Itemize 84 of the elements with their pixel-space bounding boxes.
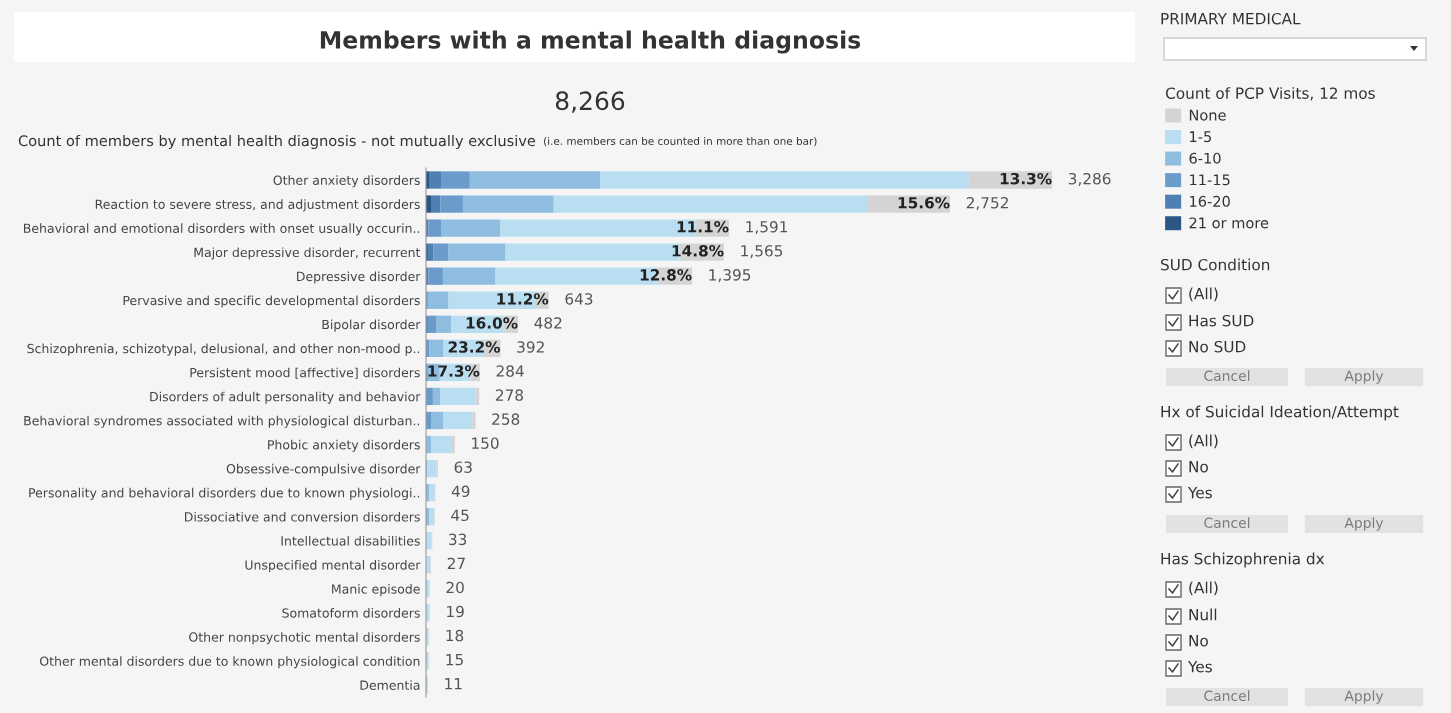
annotation: 2,752 xyxy=(966,196,1008,211)
y-tick-label: Unspecified mental disorder xyxy=(245,560,421,573)
annotation: 11.1% xyxy=(677,220,729,233)
y-tick-label: Disorders of adult personality and behavior xyxy=(150,391,421,404)
annotation: 11.2% xyxy=(497,293,549,305)
annotation: 27 xyxy=(447,557,465,569)
text: Cancel xyxy=(1204,370,1250,382)
annotation: 20 xyxy=(446,581,464,594)
y-tick-label: Behavioral and emotional disorders with onset usually occurin.. xyxy=(24,223,420,236)
y-tick-label: Manic episode xyxy=(332,584,420,597)
legend-label: 21 or more xyxy=(1189,217,1269,229)
y-tick-label: Persistent mood [affective] disorders xyxy=(190,367,420,379)
y-tick-label: Dissociative and conversion disorders xyxy=(185,511,420,522)
annotation: 258 xyxy=(492,413,520,425)
annotation: 278 xyxy=(495,389,523,401)
y-tick-label: Behavioral syndromes associated with physiological disturban.. xyxy=(24,415,420,428)
y-tick-label: Other nonpsychotic mental disorders xyxy=(189,632,420,645)
text: (All) xyxy=(1189,581,1218,596)
annotation: 482 xyxy=(534,317,562,329)
y-tick-label: Other anxiety disorders xyxy=(273,175,420,188)
legend-label: 6-10 xyxy=(1189,152,1221,164)
text: Has Schizophrenia dx xyxy=(1161,552,1325,568)
annotation: 16.0% xyxy=(466,317,518,329)
y-tick-label: Intellectual disabilities xyxy=(281,535,420,546)
annotation: 643 xyxy=(565,293,593,305)
text: Has SUD xyxy=(1189,314,1254,327)
annotation: 18 xyxy=(446,629,464,642)
text: Count of members by mental health diagnosis - not mutually exclusive xyxy=(18,134,536,150)
text: Apply xyxy=(1344,690,1384,704)
annotation: 23.2% xyxy=(448,341,501,353)
y-tick-label: Schizophrenia, schizotypal, delusional, and other non-mood p.. xyxy=(27,343,420,356)
text: PRIMARY MEDICAL xyxy=(1161,12,1301,25)
text: Apply xyxy=(1344,517,1384,531)
y-tick-label: Depressive disorder xyxy=(297,271,421,284)
annotation: 33 xyxy=(449,533,467,546)
text: Yes xyxy=(1187,661,1212,673)
legend-label: 16-20 xyxy=(1190,195,1230,207)
y-tick-label: Other mental disorders due to known physiological condition xyxy=(39,656,420,669)
text: 8,266 xyxy=(555,91,625,113)
legend-label: 1-5 xyxy=(1190,131,1211,143)
chart-title: Members with a mental health diagnosis xyxy=(320,30,861,54)
text: (i.e. members can be counted in more than one bar) xyxy=(544,136,817,147)
text: Hx of Suicidal Ideation/Attempt xyxy=(1161,405,1399,421)
text: SUD Condition xyxy=(1161,258,1270,271)
text: (All) xyxy=(1189,287,1218,302)
annotation: 1,565 xyxy=(741,245,783,259)
text: Yes xyxy=(1187,487,1212,499)
annotation: 392 xyxy=(517,341,544,353)
annotation: 13.3% xyxy=(1000,172,1052,185)
legend-label: None xyxy=(1189,109,1226,121)
y-tick-label: Pervasive and specific developmental disorders xyxy=(123,295,420,308)
y-tick-label: Dementia xyxy=(360,680,420,690)
text: No xyxy=(1189,461,1208,473)
text: No xyxy=(1189,635,1208,647)
annotation: 15.6% xyxy=(898,196,950,209)
annotation: 63 xyxy=(454,461,472,473)
annotation: 1,591 xyxy=(746,220,787,235)
annotation: 15 xyxy=(446,654,463,666)
text: No SUD xyxy=(1189,340,1246,353)
annotation: 49 xyxy=(451,485,470,498)
annotation: 1,395 xyxy=(709,269,751,283)
annotation: 14.8% xyxy=(672,245,724,257)
y-tick-label: Major depressive disorder, recurrent xyxy=(194,247,421,260)
y-tick-label: Personality and behavioral disorders due to known physiologi.. xyxy=(29,487,420,500)
text: Cancel xyxy=(1204,517,1250,529)
annotation: 17.3% xyxy=(428,365,480,377)
annotation: 284 xyxy=(496,365,524,377)
legend-label: 11-15 xyxy=(1190,174,1230,186)
legend-title: Count of PCP Visits, 12 mos xyxy=(1165,87,1375,101)
text: Apply xyxy=(1344,370,1384,384)
text: Null xyxy=(1189,608,1217,621)
annotation: 150 xyxy=(472,437,499,449)
y-tick-label: Bipolar disorder xyxy=(322,319,421,332)
annotation: 45 xyxy=(451,509,469,522)
y-tick-label: Obsessive-compulsive disorder xyxy=(226,463,421,476)
y-tick-label: Somatoform disorders xyxy=(282,608,420,618)
text: Cancel xyxy=(1204,690,1250,702)
y-tick-label: Reaction to severe stress, and adjustment disorders xyxy=(95,199,420,212)
y-tick-label: Phobic anxiety disorders xyxy=(268,439,420,452)
text: (All) xyxy=(1189,434,1218,449)
annotation: 12.8% xyxy=(640,269,692,281)
text: 3,286 xyxy=(1068,172,1111,187)
annotation: 11 xyxy=(445,678,462,690)
annotation: 19 xyxy=(447,605,464,618)
